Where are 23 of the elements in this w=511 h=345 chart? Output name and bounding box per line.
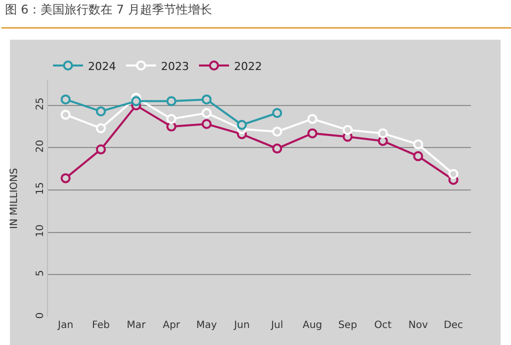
x-tick-label: Jun	[233, 320, 250, 331]
x-tick-label: Nov	[408, 320, 428, 331]
x-tick-label: Oct	[374, 320, 392, 331]
x-tick-label: Jul	[270, 320, 284, 331]
x-tick-label: Aug	[302, 320, 322, 331]
legend-label: 2023	[161, 60, 189, 73]
x-tick-label: Apr	[162, 320, 181, 331]
y-tick-label: 25	[35, 98, 46, 110]
legend-label: 2022	[234, 60, 262, 73]
x-tick-label: May	[196, 320, 218, 331]
chart-title: 图 6：美国旅行数在 7 月超季节性增长	[5, 2, 212, 17]
y-tick-label: 15	[35, 182, 46, 195]
x-tick-label: Dec	[444, 320, 464, 331]
x-tick-label: Feb	[92, 320, 110, 331]
y-tick-label: 5	[35, 270, 46, 276]
y-tick-label: 0	[35, 312, 46, 319]
y-tick-label: 10	[35, 224, 46, 238]
x-tick-label: Jan	[56, 320, 74, 331]
legend-label: 2024	[88, 60, 116, 73]
y-tick-label: 20	[35, 140, 46, 153]
x-tick-label: Mar	[126, 320, 146, 331]
x-tick-label: Sep	[338, 320, 358, 331]
y-axis-title: IN MILLIONS	[9, 168, 20, 229]
